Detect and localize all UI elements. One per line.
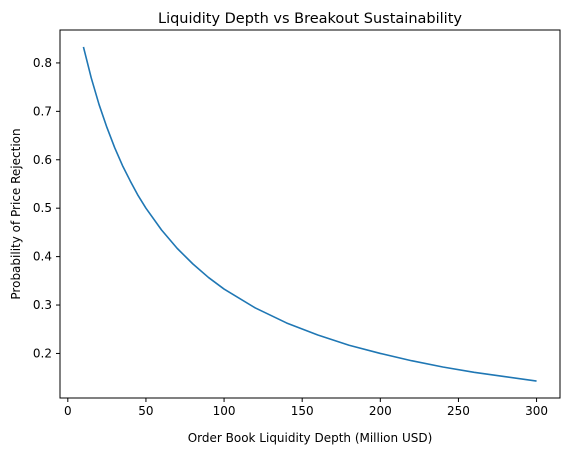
y-tick-label: 0.4: [33, 250, 52, 264]
x-tick-label: 250: [447, 404, 470, 418]
y-tick-label: 0.8: [33, 56, 52, 70]
axes-frame: [59, 29, 561, 399]
x-tick-label: 100: [213, 404, 236, 418]
y-tick-label: 0.3: [33, 298, 52, 312]
y-axis: 0.2 0.3 0.4 0.5 0.6 0.7 0.8: [33, 56, 60, 360]
plot-area: [82, 46, 537, 382]
y-axis-label: Probability of Price Rejection: [9, 128, 23, 299]
x-tick-label: 200: [369, 404, 392, 418]
chart-title: Liquidity Depth vs Breakout Sustainabili…: [158, 11, 462, 27]
y-tick-label: 0.6: [33, 153, 52, 167]
x-tick-label: 50: [138, 404, 153, 418]
y-tick-label: 0.7: [33, 104, 52, 118]
x-tick-label: 0: [64, 404, 72, 418]
x-tick-label: 150: [291, 404, 314, 418]
x-axis: 0 50 100 150 200 250 300: [64, 398, 548, 418]
y-tick-label: 0.5: [33, 201, 52, 215]
series-line-0: [82, 46, 537, 382]
x-tick-label: 300: [525, 404, 548, 418]
x-axis-label: Order Book Liquidity Depth (Million USD): [188, 431, 433, 445]
y-tick-label: 0.2: [33, 346, 52, 360]
